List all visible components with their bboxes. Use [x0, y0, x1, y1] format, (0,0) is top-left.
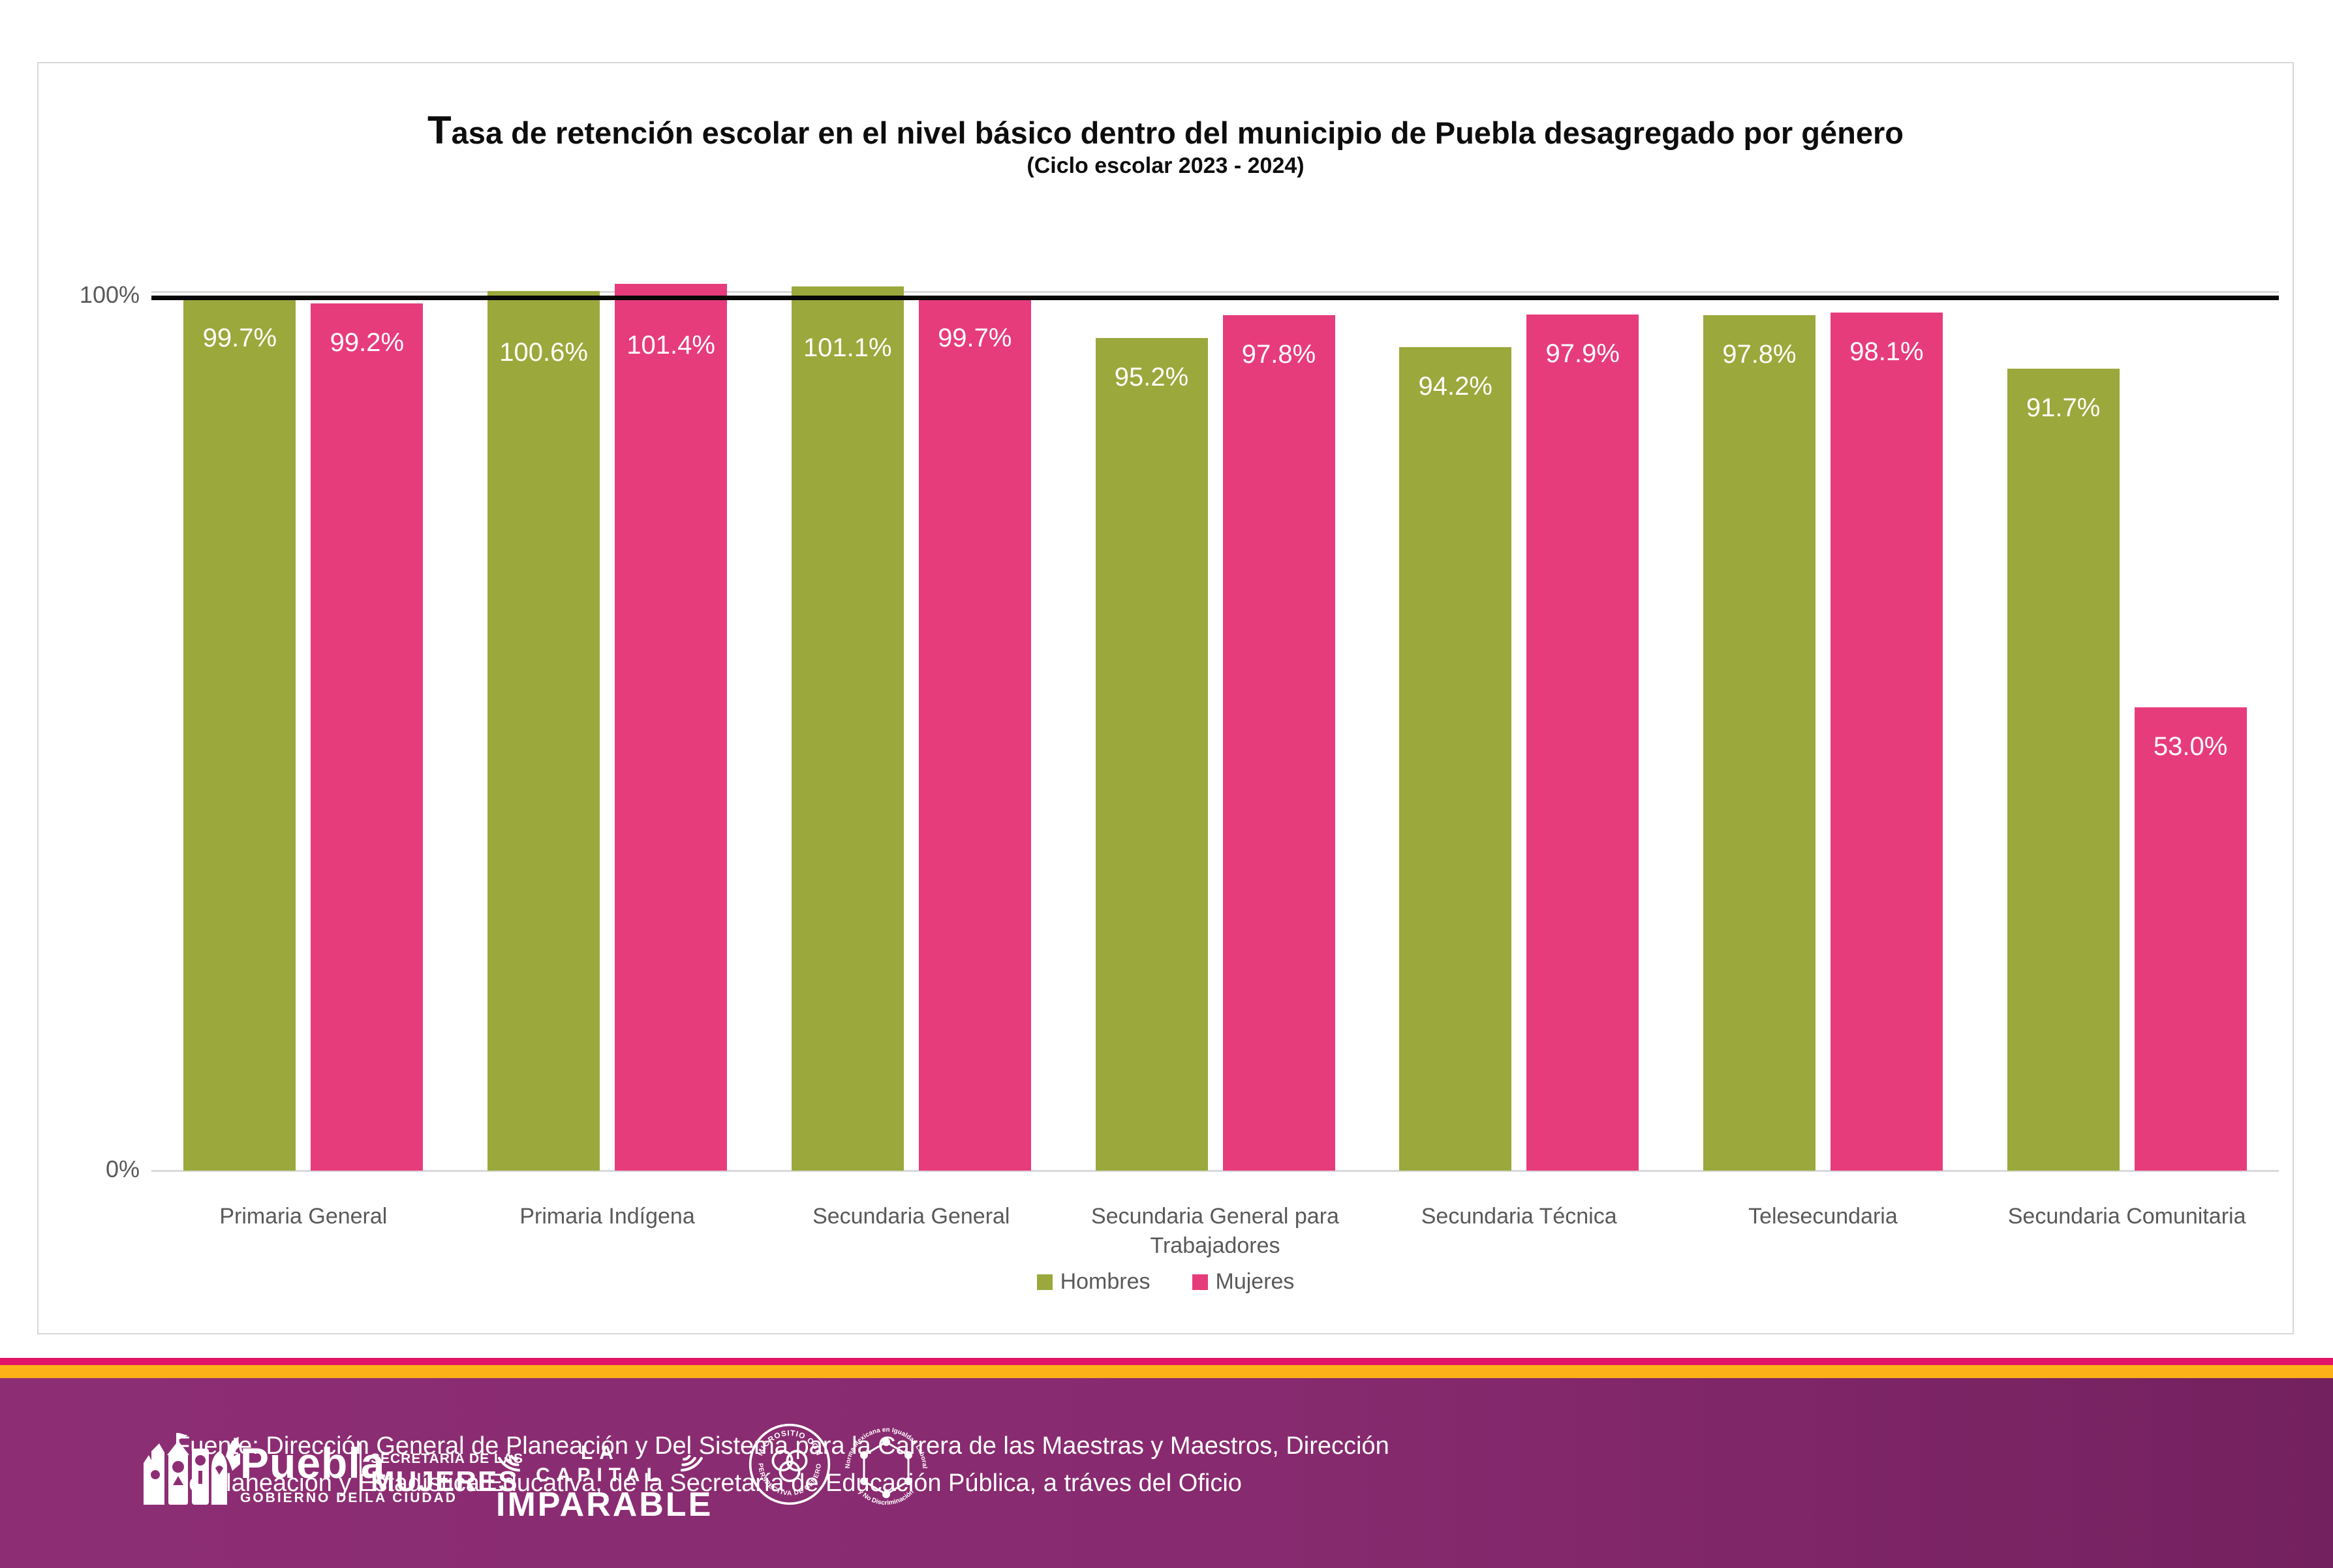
legend-item-mujeres: Mujeres: [1192, 1269, 1295, 1295]
bar-mujeres-6: 53.0%: [2134, 707, 2247, 1171]
bar-hombres-4: 94.2%: [1399, 346, 1512, 1171]
chart-subtitle: (Ciclo escolar 2023 - 2024): [1027, 153, 1305, 178]
puebla-tagline: GOBIERNO DE LA CIUDAD: [240, 1490, 457, 1505]
chart-title: Tasa de retención escolar en el nivel bá…: [427, 108, 1904, 152]
legend-label-mujeres: Mujeres: [1215, 1269, 1295, 1294]
bar-hombres-3: 95.2%: [1095, 338, 1208, 1171]
category-label-0: Primaria General: [219, 1204, 388, 1229]
badge-perspectiva-genero-icon: MICROSITIO CON PERSPECTIVA DE GÉNERO: [749, 1423, 831, 1505]
category-label-4: Secundaria Técnica: [1421, 1204, 1617, 1229]
bar-mujeres-5: 98.1%: [1830, 313, 1943, 1171]
bar-value-label: 98.1%: [1849, 337, 1924, 367]
mujeres-label: MUJERES: [371, 1466, 519, 1498]
source-line-2: de Planeación y Estadística Educativa, d…: [175, 1469, 1242, 1497]
bar-value-label: 53.0%: [2153, 731, 2228, 761]
bar-hombres-6: 91.7%: [2007, 369, 2120, 1171]
bar-hombres-5: 97.8%: [1703, 315, 1815, 1171]
badge-norma-text-top: Norma Mexicana en Igualdad Laboral: [844, 1426, 928, 1469]
gridline-100pct: [151, 291, 2279, 293]
reference-line-100pct: [151, 296, 2279, 300]
x-axis-baseline: [151, 1170, 2279, 1172]
imparable-text: IMPARABLE: [496, 1486, 713, 1524]
legend-swatch-mujeres: [1192, 1274, 1208, 1290]
bar-hombres-2: 101.1%: [791, 286, 904, 1171]
bar-hombres-0: 99.7%: [183, 299, 296, 1171]
la-capital-text: LA CAPITAL: [536, 1442, 665, 1486]
bar-value-label: 99.2%: [330, 328, 405, 357]
y-tick-0: 0%: [105, 1156, 140, 1182]
puebla-buildings-icon: [144, 1433, 240, 1505]
bar-mujeres-0: 99.2%: [311, 303, 424, 1171]
bar-value-label: 95.2%: [1114, 363, 1189, 392]
wing-left-icon: [497, 1454, 520, 1472]
la-capital-imparable-logo: LA CAPITAL IMPARABLE: [496, 1442, 713, 1524]
plot-area: 99.7% 99.2% Primaria General 100.6% 101.4% Pr…: [39, 63, 2293, 1333]
bar-value-label: 99.7%: [938, 324, 1012, 353]
accent-stripe-orange: [0, 1365, 2333, 1378]
bar-value-label: 91.7%: [2026, 393, 2101, 423]
secretaria-mujeres-logo: SECRETARÍA DE LAS MUJERES: [371, 1451, 523, 1497]
bar-value-label: 97.8%: [1722, 340, 1797, 369]
bar-mujeres-3: 97.8%: [1222, 315, 1335, 1171]
bar-value-label: 97.9%: [1545, 339, 1620, 369]
category-label-2: Secundaria General: [812, 1204, 1010, 1229]
bar-mujeres-4: 97.9%: [1526, 315, 1639, 1171]
la-capital-line: LA CAPITAL: [496, 1442, 705, 1486]
footer-band: Fuente: Dirección General de Planeación …: [0, 1378, 2333, 1568]
secretaria-de-las-label: SECRETARÍA DE LAS: [371, 1451, 524, 1466]
badge-norma-mexicana-icon: Norma Mexicana en Igualdad Laboral y No …: [844, 1426, 928, 1507]
bar-value-label: 101.4%: [626, 331, 715, 360]
legend-label-hombres: Hombres: [1060, 1269, 1151, 1294]
wing-right-icon: [681, 1454, 703, 1472]
svg-text:Norma Mexicana en Igualdad Lab: Norma Mexicana en Igualdad Laboral: [844, 1426, 928, 1469]
bar-value-label: 97.8%: [1241, 340, 1316, 369]
bar-value-label: 99.7%: [202, 324, 277, 353]
y-tick-100: 100%: [79, 281, 140, 308]
category-label-5: Telesecundaria: [1748, 1204, 1898, 1229]
source-text: Fuente: Dirección General de Planeación …: [175, 1428, 1389, 1502]
bar-mujeres-2: 99.7%: [918, 299, 1031, 1171]
logo-divider: [360, 1442, 362, 1502]
category-label-1: Primaria Indígena: [519, 1204, 695, 1229]
bar-hombres-1: 100.6%: [487, 290, 600, 1171]
legend-item-hombres: Hombres: [1036, 1269, 1151, 1295]
bar-value-label: 94.2%: [1418, 371, 1492, 401]
source-line-1: Fuente: Dirección General de Planeación …: [175, 1432, 1389, 1460]
legend: Hombres Mujeres: [39, 1269, 2293, 1295]
bar-mujeres-1: 101.4%: [615, 284, 728, 1171]
chart-card: Tasa de retención escolar en el nivel bá…: [37, 62, 2294, 1334]
bar-value-label: 100.6%: [499, 337, 588, 367]
bar-value-label: 101.1%: [803, 333, 892, 363]
accent-stripe-pink: [0, 1358, 2333, 1365]
legend-swatch-hombres: [1036, 1274, 1053, 1290]
category-label-3: Secundaria General para Trabajadores: [1091, 1204, 1339, 1258]
category-label-6: Secundaria Comunitaria: [2007, 1204, 2246, 1229]
